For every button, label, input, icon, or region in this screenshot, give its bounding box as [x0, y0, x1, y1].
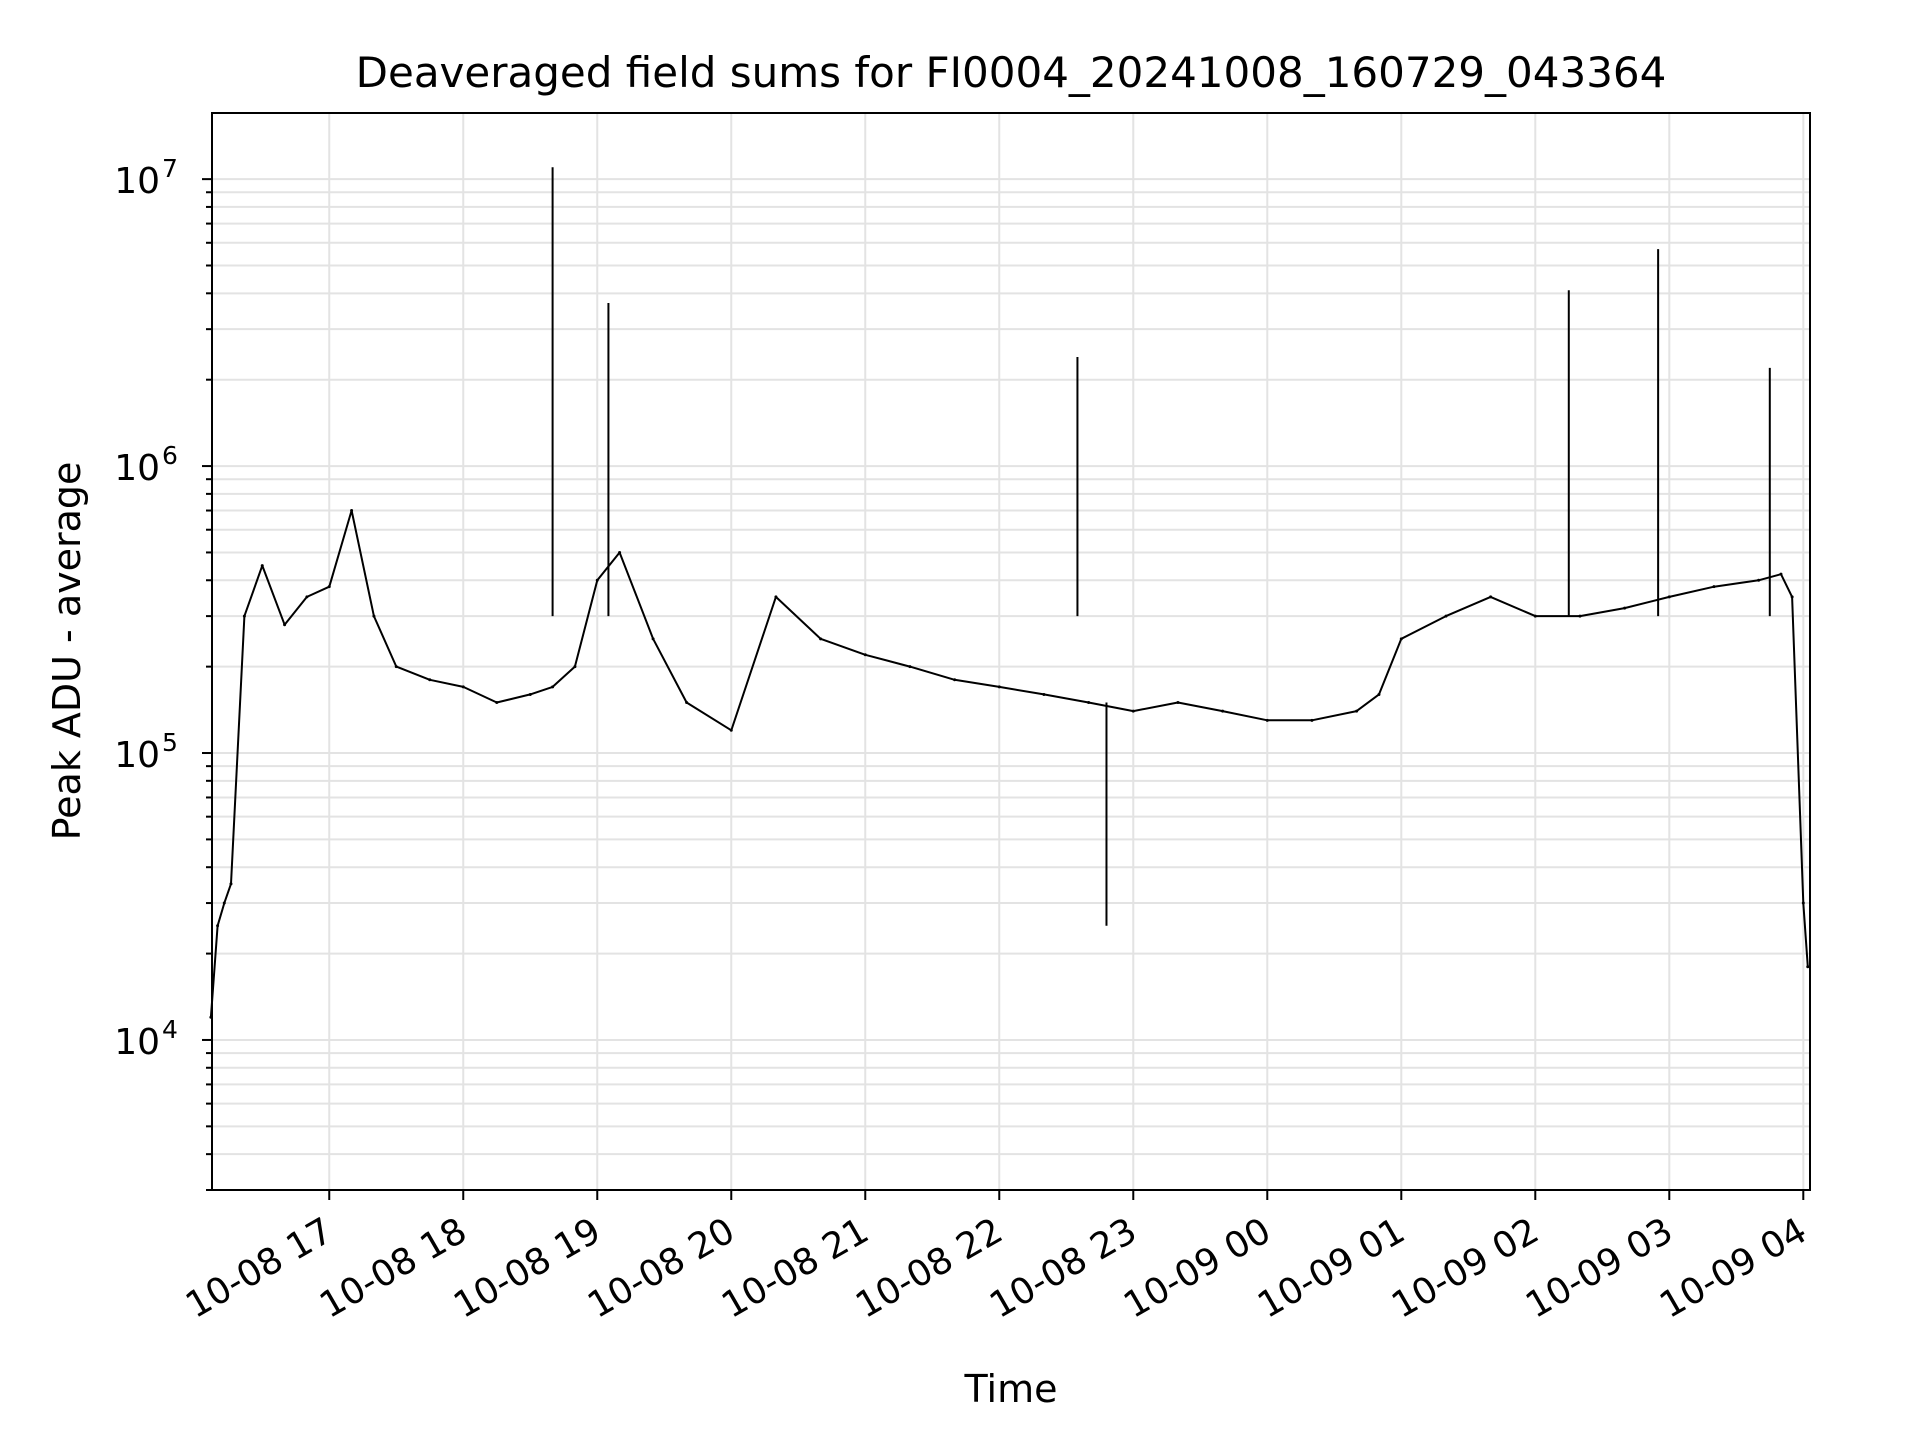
series-point: [685, 700, 689, 704]
series-point: [1399, 637, 1403, 641]
y-tick-label-base: 10: [114, 448, 160, 489]
y-tick-label-exponent: 7: [162, 154, 178, 183]
series-point: [1489, 595, 1493, 599]
series-point: [1779, 572, 1783, 576]
y-tick-label: 10: [114, 735, 160, 776]
series-point: [1712, 585, 1716, 589]
series-point: [1042, 692, 1046, 696]
series-point: [1176, 700, 1180, 704]
y-tick-label-exponent: 5: [162, 728, 178, 757]
y-tick-label-exponent: 4: [162, 1015, 178, 1044]
series-point: [1377, 692, 1381, 696]
grid: [212, 113, 1810, 1191]
series-point: [1623, 606, 1627, 610]
series-point: [242, 614, 246, 618]
series-point: [618, 550, 622, 554]
series-point: [222, 901, 226, 905]
series-point: [1087, 700, 1091, 704]
series-point: [229, 882, 233, 886]
series-point: [260, 564, 264, 568]
series-point: [573, 665, 577, 669]
series-point: [283, 623, 287, 627]
y-tick-label-exponent: 6: [162, 441, 178, 470]
series-point: [428, 678, 432, 682]
series-point: [863, 653, 867, 657]
y-tick-label-base: 10: [114, 735, 160, 776]
series-point: [1310, 718, 1314, 722]
series-point: [997, 685, 1001, 689]
series-point: [461, 685, 465, 689]
series-point: [1533, 614, 1537, 618]
series-point: [774, 595, 778, 599]
series-point: [819, 637, 823, 641]
series-point: [528, 692, 532, 696]
series-point: [495, 700, 499, 704]
series-point: [651, 637, 655, 641]
series-point: [305, 595, 309, 599]
series-point: [1757, 578, 1761, 582]
plot-frame: [211, 112, 1811, 1191]
series-point: [595, 578, 599, 582]
series-point: [1806, 965, 1810, 969]
series-point: [1667, 595, 1671, 599]
series-point: [350, 509, 354, 513]
series-point: [551, 685, 555, 689]
series-point: [372, 614, 376, 618]
series-point: [729, 728, 733, 732]
y-tick-label: 10: [114, 161, 160, 202]
y-tick-label: 10: [114, 1022, 160, 1063]
series-point: [1578, 614, 1582, 618]
series-point: [1790, 595, 1794, 599]
y-tick-label-base: 10: [114, 1022, 160, 1063]
series-point: [953, 678, 957, 682]
series-layer: [209, 167, 1810, 1019]
series-point: [908, 665, 912, 669]
y-tick-label: 10: [114, 448, 160, 489]
y-tick-label-base: 10: [114, 161, 160, 202]
series-point: [216, 924, 220, 928]
series-point: [1355, 709, 1359, 713]
x-axis-label: Time: [964, 1367, 1058, 1411]
series-point: [1221, 709, 1225, 713]
chart-title: Deaveraged field sums for FI0004_2024100…: [356, 48, 1667, 97]
series-point: [327, 585, 331, 589]
series-point: [394, 665, 398, 669]
series-point: [1131, 709, 1135, 713]
series-point: [1265, 718, 1269, 722]
series-point: [1444, 614, 1448, 618]
series-point: [1801, 901, 1805, 905]
y-axis-label: Peak ADU - average: [45, 462, 89, 841]
